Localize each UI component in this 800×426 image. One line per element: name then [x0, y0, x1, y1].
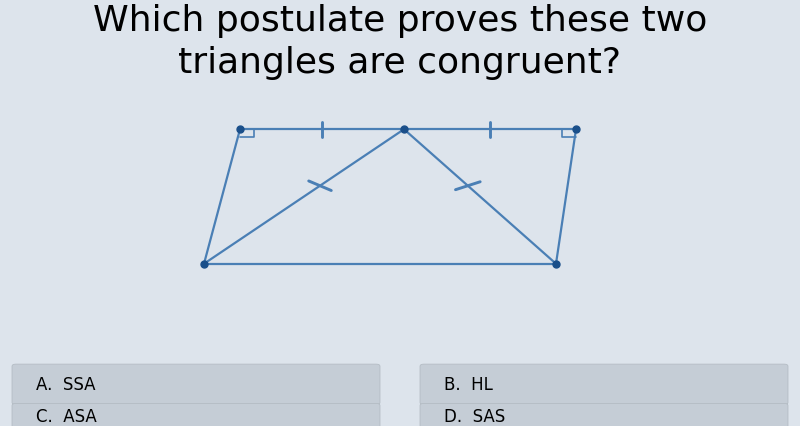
Text: A.  SSA: A. SSA — [36, 375, 95, 394]
FancyBboxPatch shape — [12, 364, 380, 405]
Text: D.  SAS: D. SAS — [444, 407, 506, 425]
Text: C.  ASA: C. ASA — [36, 407, 97, 425]
FancyBboxPatch shape — [420, 364, 788, 405]
FancyBboxPatch shape — [12, 403, 380, 426]
FancyBboxPatch shape — [420, 403, 788, 426]
Text: Which postulate proves these two
triangles are congruent?: Which postulate proves these two triangl… — [93, 4, 707, 80]
Text: B.  HL: B. HL — [444, 375, 493, 394]
